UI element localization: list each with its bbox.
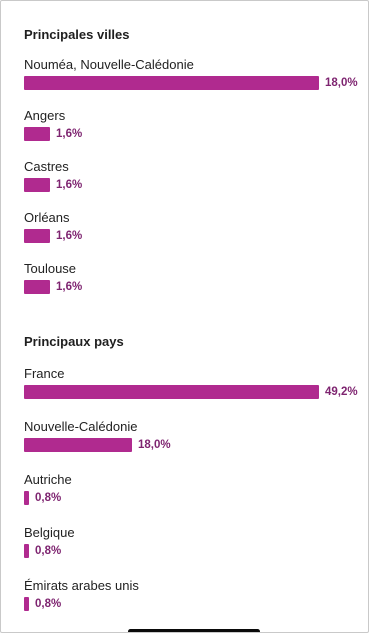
country-bar-line: 0,8% <box>24 491 61 505</box>
city-bar-line: 1,6% <box>24 127 82 141</box>
country-value: 0,8% <box>35 492 62 504</box>
country-bar-line: 18,0% <box>24 438 171 452</box>
city-row: Orléans 1,6% <box>24 210 368 260</box>
country-row: Nouvelle-Calédonie 18,0% <box>24 419 368 469</box>
country-row: Autriche 0,8% <box>24 472 368 522</box>
city-bar-line: 1,6% <box>24 280 82 294</box>
city-row: Toulouse 1,6% <box>24 261 368 311</box>
city-label: Toulouse <box>24 261 77 276</box>
city-label: Castres <box>24 159 69 174</box>
country-bar-line: 0,8% <box>24 597 61 611</box>
city-value: 18,0% <box>325 77 358 89</box>
city-bar <box>24 127 50 141</box>
country-label: Émirats arabes unis <box>24 578 139 593</box>
country-row: France 49,2% <box>24 366 368 416</box>
city-row: Nouméa, Nouvelle-Calédonie 18,0% <box>24 57 368 107</box>
city-label: Angers <box>24 108 66 123</box>
city-value: 1,6% <box>56 128 83 140</box>
country-label: Belgique <box>24 525 75 540</box>
country-value: 0,8% <box>35 545 62 557</box>
country-bar <box>24 544 29 558</box>
country-value: 49,2% <box>325 386 358 398</box>
city-label: Orléans <box>24 210 70 225</box>
city-bar <box>24 229 50 243</box>
city-row: Angers 1,6% <box>24 108 368 158</box>
city-label: Nouméa, Nouvelle-Calédonie <box>24 57 194 72</box>
country-label: Nouvelle-Calédonie <box>24 419 138 434</box>
country-label: Autriche <box>24 472 72 487</box>
top-countries-title: Principaux pays <box>24 334 124 349</box>
city-value: 1,6% <box>56 230 83 242</box>
home-indicator <box>128 629 260 632</box>
country-bar-line: 49,2% <box>24 385 358 399</box>
country-bar <box>24 597 29 611</box>
country-row: Belgique 0,8% <box>24 525 368 575</box>
city-bar-line: 1,6% <box>24 229 82 243</box>
city-bar <box>24 178 50 192</box>
country-value: 0,8% <box>35 598 62 610</box>
top-cities-title: Principales villes <box>24 27 130 42</box>
country-label: France <box>24 366 65 381</box>
city-value: 1,6% <box>56 281 83 293</box>
country-row: Émirats arabes unis 0,8% <box>24 578 368 628</box>
city-bar <box>24 76 319 90</box>
country-bar-line: 0,8% <box>24 544 61 558</box>
city-row: Castres 1,6% <box>24 159 368 209</box>
city-bar-line: 18,0% <box>24 76 358 90</box>
city-bar <box>24 280 50 294</box>
city-value: 1,6% <box>56 179 83 191</box>
country-bar <box>24 385 319 399</box>
country-bar <box>24 438 132 452</box>
country-bar <box>24 491 29 505</box>
city-bar-line: 1,6% <box>24 178 82 192</box>
country-value: 18,0% <box>138 439 171 451</box>
